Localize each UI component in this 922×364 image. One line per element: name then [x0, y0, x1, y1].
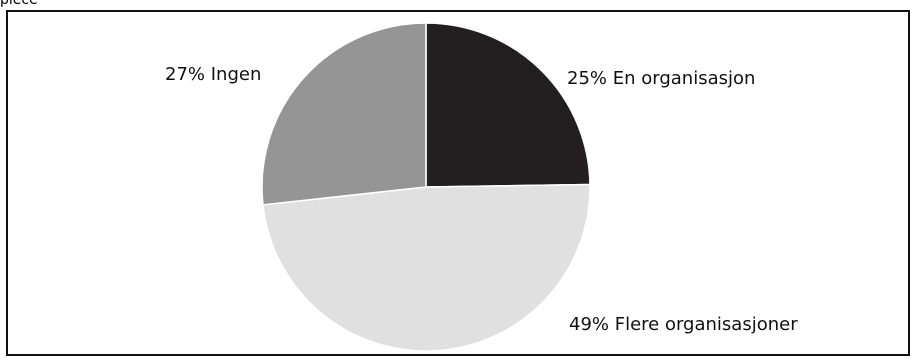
pie-slices: [261, 22, 591, 352]
pie-outline: [261, 22, 591, 352]
pie-slice: [262, 183, 591, 352]
pie-slice-label: 49% Flere organisasjoner: [569, 314, 798, 335]
pie-slice-label: 27% Ingen: [165, 64, 261, 85]
pie-slice: [425, 22, 591, 188]
top-text-fragment: piece: [0, 0, 38, 8]
pie-slice: [261, 22, 427, 206]
pie-labels: 25% En organisasjon 49% Flere organisasjo…: [165, 64, 798, 335]
pie-slice-label: 25% En organisasjon: [567, 68, 755, 89]
